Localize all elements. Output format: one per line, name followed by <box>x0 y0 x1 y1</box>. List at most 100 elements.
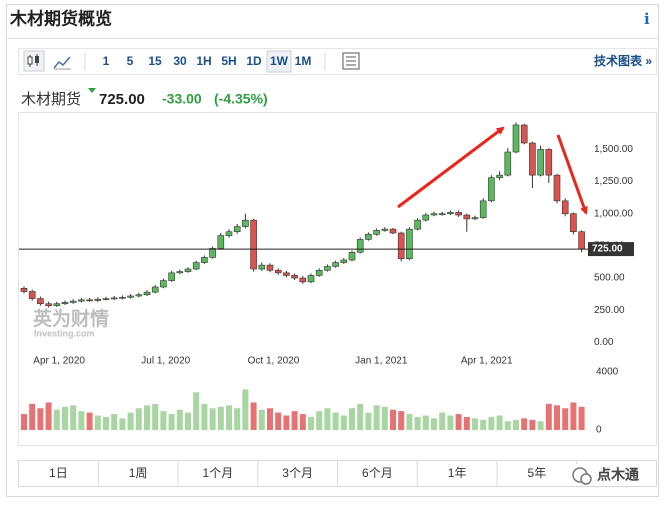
instrument-name: 木材期货 <box>21 91 81 108</box>
volume-bar <box>431 418 437 430</box>
volume-bar <box>21 414 27 430</box>
candle-body <box>258 264 266 270</box>
candle-body <box>504 151 512 176</box>
interval-button[interactable]: 1W <box>270 54 289 68</box>
volume-bar <box>226 405 232 430</box>
range-button[interactable]: 1周 <box>129 466 148 480</box>
candle-body <box>463 214 471 220</box>
interval-button[interactable]: 1D <box>246 54 262 68</box>
interval-button[interactable]: 5H <box>221 54 236 68</box>
volume-bar <box>152 403 159 430</box>
volume-bar <box>480 419 487 430</box>
x-tick-label: Oct 1, 2020 <box>248 356 300 367</box>
volume-bar <box>193 392 200 430</box>
settings-icon[interactable] <box>342 52 360 70</box>
candle-body <box>119 296 126 299</box>
annotation-arrow <box>556 134 588 215</box>
interval-button[interactable]: 1H <box>196 54 211 68</box>
volume-bar <box>381 406 388 430</box>
candle-body <box>94 298 102 301</box>
candle-body <box>406 228 413 260</box>
last-price-label: 725.00 <box>592 244 623 255</box>
volume-bar <box>455 414 462 430</box>
candle-body <box>307 275 315 283</box>
volume-tick-label: 0 <box>596 425 602 436</box>
candle-body <box>471 217 479 220</box>
volume-bar <box>62 406 68 430</box>
candle-body <box>168 272 175 281</box>
candle-body <box>160 280 167 288</box>
volume-bar <box>94 415 101 430</box>
volume-bar <box>390 409 396 430</box>
volume-bar <box>332 412 339 430</box>
range-button[interactable]: 1个月 <box>203 466 234 480</box>
candle-body <box>496 174 503 179</box>
candle-body <box>28 291 36 299</box>
candle-body <box>430 213 438 216</box>
watermark: 英为财情 Investing.com <box>33 307 109 338</box>
volume-bar <box>578 406 585 430</box>
volume-bar <box>127 412 134 430</box>
candle-body <box>143 291 151 296</box>
candle-body <box>61 302 69 305</box>
interval-button[interactable]: 1M <box>295 54 312 68</box>
candle-body <box>86 299 93 302</box>
candle-body <box>53 303 61 306</box>
volume-bar <box>562 408 569 430</box>
info-icon[interactable]: i <box>644 10 650 28</box>
candle-body <box>537 149 544 176</box>
volume-bar <box>504 421 511 430</box>
volume-bar <box>406 414 413 430</box>
candle-body <box>283 272 290 276</box>
x-tick-label: Apr 1, 2020 <box>33 356 85 367</box>
candle-body <box>233 226 241 233</box>
candle-body <box>127 295 134 298</box>
price-change: -33.00 <box>162 91 202 107</box>
candle-body <box>520 124 528 144</box>
candle-body <box>332 262 339 267</box>
volume-bar <box>78 411 85 430</box>
candle-icon[interactable] <box>23 50 45 72</box>
volume-bar <box>488 416 495 430</box>
candle-body <box>340 259 348 263</box>
volume-bar <box>258 409 265 430</box>
candle-body <box>447 212 454 215</box>
volume-bar <box>398 411 405 430</box>
candle-body <box>479 200 487 218</box>
volume-bar <box>554 405 560 430</box>
volume-bar <box>45 402 52 430</box>
range-button[interactable]: 5年 <box>528 466 547 480</box>
line-icon[interactable] <box>53 56 71 70</box>
range-button[interactable]: 1日 <box>49 466 68 480</box>
interval-button[interactable]: 5 <box>127 54 134 68</box>
candle-body <box>274 269 282 274</box>
x-tick-label: Jan 1, 2021 <box>355 356 408 367</box>
volume-tick-label: 4000 <box>596 367 619 378</box>
range-button[interactable]: 6个月 <box>362 466 393 480</box>
volume-bar <box>365 412 372 430</box>
volume-bar <box>447 415 454 430</box>
widget-title: 木材期货概览 <box>9 8 112 28</box>
interval-button[interactable]: 1 <box>103 54 110 68</box>
range-button[interactable]: 1年 <box>448 466 467 480</box>
status-arrow <box>88 88 96 93</box>
candle-body <box>455 212 462 216</box>
candle-body <box>20 287 28 292</box>
candle-body <box>561 200 569 215</box>
interval-button[interactable]: 30 <box>173 54 187 68</box>
candle-body <box>209 248 216 258</box>
candle-body <box>151 286 159 293</box>
candle-body <box>69 300 77 303</box>
interval-button[interactable]: 15 <box>148 54 162 68</box>
technical-chart-link[interactable]: 技术图表 » <box>594 53 652 68</box>
range-button[interactable]: 3个月 <box>282 466 313 480</box>
candle-body <box>373 230 380 235</box>
volume-bar <box>537 421 544 430</box>
candle-body <box>299 277 307 283</box>
volume-bar <box>135 408 142 430</box>
volume-bar <box>250 402 257 430</box>
y-tick-label: 1,250.00 <box>594 176 633 187</box>
volume-bar <box>160 411 167 430</box>
